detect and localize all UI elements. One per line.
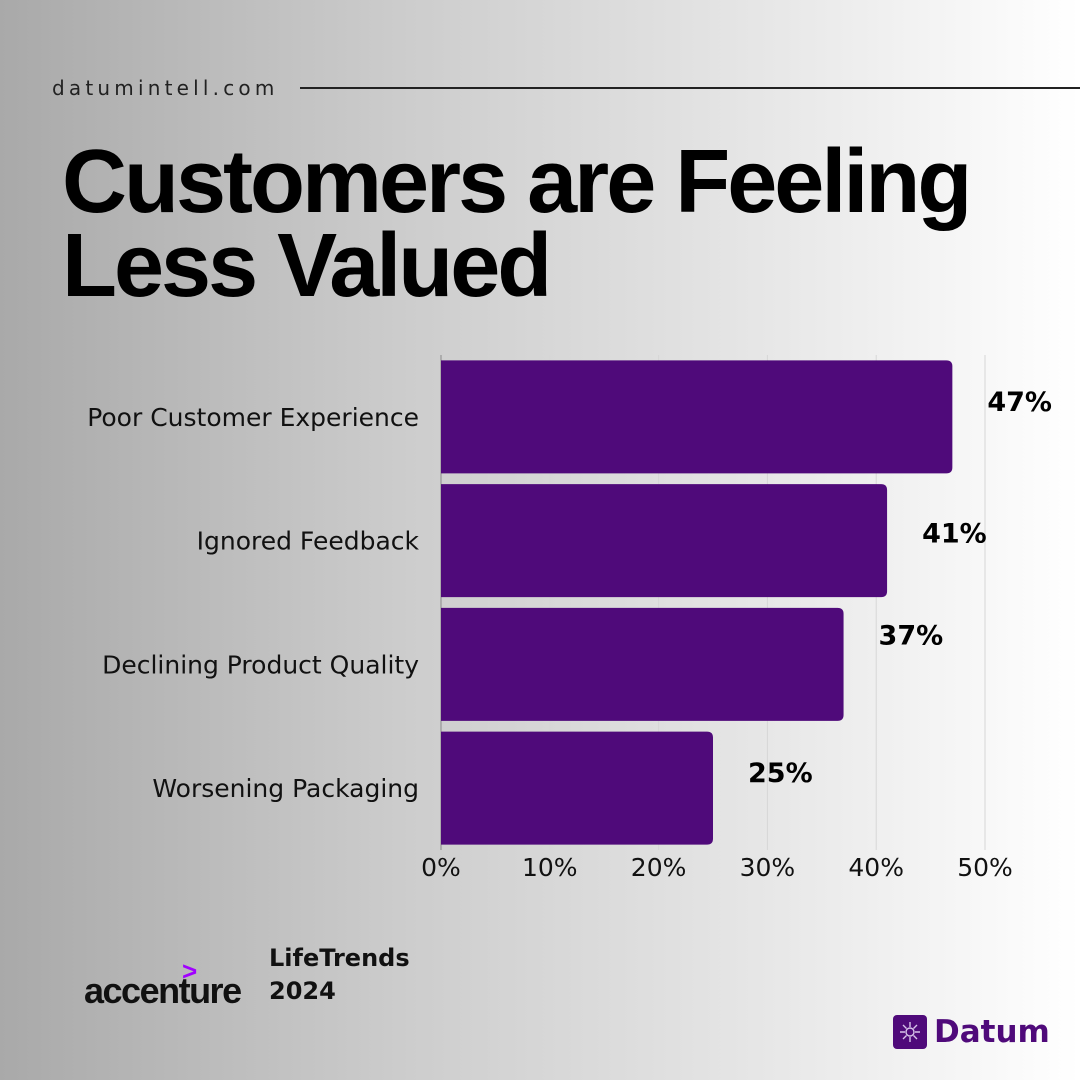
report-name-line-1: LifeTrends — [269, 944, 410, 972]
site-url: datumintell.com — [52, 76, 279, 100]
x-tick-label: 10% — [522, 853, 578, 882]
value-label: 37% — [879, 620, 944, 651]
category-label: Declining Product Quality — [102, 650, 419, 679]
datum-brand-name: Datum — [934, 1014, 1050, 1050]
report-year: 2024 — [269, 977, 336, 1005]
bar — [441, 731, 713, 845]
datum-brand: Datum — [893, 1012, 1050, 1052]
page-title: Customers are Feeling Less Valued — [62, 137, 1022, 311]
category-label: Ignored Feedback — [197, 527, 420, 556]
accenture-chevron-icon: > — [182, 956, 198, 986]
x-tick-label: 30% — [740, 853, 796, 882]
bar — [441, 484, 888, 598]
report-name: LifeTrends 2024 — [269, 942, 410, 1008]
value-label: 41% — [922, 519, 987, 550]
title-line-2: Less Valued — [62, 216, 552, 316]
value-label: 47% — [987, 387, 1052, 418]
value-label: 25% — [748, 758, 813, 789]
x-tick-label: 40% — [848, 853, 904, 882]
x-tick-label: 20% — [631, 853, 687, 882]
title-line-1: Customers are Feeling — [62, 132, 972, 232]
x-tick-label: 50% — [957, 853, 1013, 882]
category-label: Poor Customer Experience — [87, 403, 419, 432]
category-label: Worsening Packaging — [152, 774, 419, 803]
accenture-logo: > accenture — [84, 956, 242, 1012]
bar — [441, 607, 844, 721]
accenture-wordmark: accenture — [84, 970, 242, 1011]
datum-logo-icon — [893, 1015, 927, 1049]
bar — [441, 360, 953, 474]
header-divider — [300, 87, 1080, 89]
x-tick-label: 0% — [421, 853, 461, 882]
